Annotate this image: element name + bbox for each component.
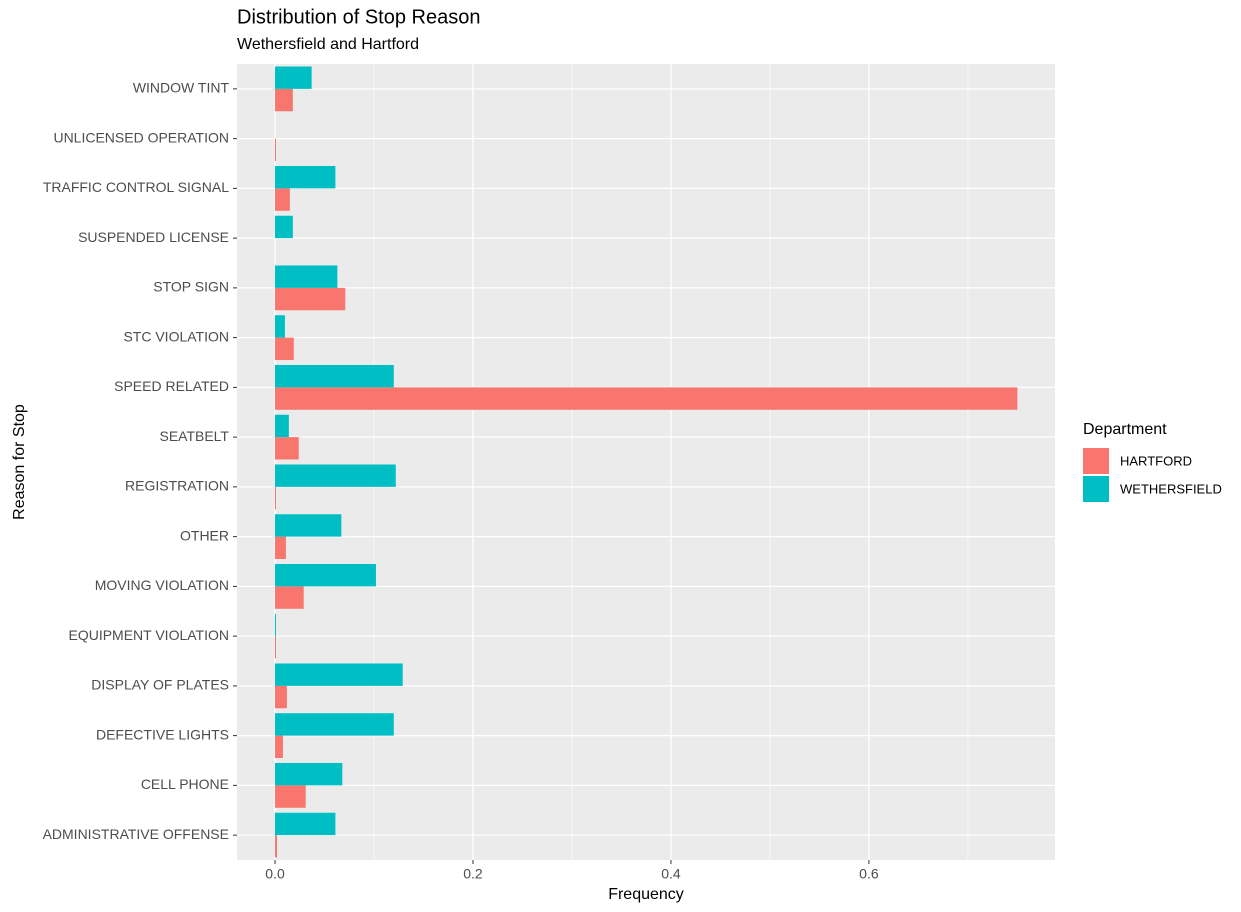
bar xyxy=(275,364,394,388)
bar xyxy=(275,685,287,709)
bar xyxy=(275,437,299,460)
y-tick-label: DEFECTIVE LIGHTS xyxy=(96,726,229,742)
y-tick-label: SPEED RELATED xyxy=(114,378,229,394)
bar xyxy=(275,514,342,537)
y-tick-label: DISPLAY OF PLATES xyxy=(91,677,229,693)
bar xyxy=(275,165,336,189)
legend-swatch xyxy=(1083,448,1109,474)
y-tick-label: OTHER xyxy=(180,527,229,543)
bar xyxy=(275,586,304,609)
x-tick-label: 0.6 xyxy=(859,866,879,882)
y-tick-label: SUSPENDED LICENSE xyxy=(78,229,229,245)
x-tick-label: 0.0 xyxy=(265,866,285,882)
bar xyxy=(275,835,277,858)
bar xyxy=(275,88,293,112)
bar xyxy=(275,735,283,759)
bar xyxy=(275,785,306,808)
bar xyxy=(275,713,394,736)
y-tick-label: EQUIPMENT VIOLATION xyxy=(68,627,229,643)
legend-label: HARTFORD xyxy=(1120,453,1192,468)
bar xyxy=(275,762,343,786)
bar xyxy=(275,66,312,89)
bar xyxy=(275,138,276,162)
y-tick-label: MOVING VIOLATION xyxy=(95,577,229,593)
bar xyxy=(275,464,396,487)
bar xyxy=(275,414,289,438)
bar xyxy=(275,265,338,288)
bar xyxy=(275,613,276,637)
bar xyxy=(275,636,276,659)
y-tick-label: WINDOW TINT xyxy=(133,80,230,96)
x-axis-title: Frequency xyxy=(608,886,684,903)
bar xyxy=(275,563,376,587)
chart-title: Distribution of Stop Reason xyxy=(237,6,480,28)
x-tick-label: 0.2 xyxy=(463,866,483,882)
bar xyxy=(275,337,294,361)
legend-label: WETHERSFIELD xyxy=(1120,481,1222,496)
bar xyxy=(275,663,403,686)
legend-swatch xyxy=(1083,476,1109,502)
bar xyxy=(275,536,286,560)
y-tick-label: UNLICENSED OPERATION xyxy=(53,129,229,145)
plot-panel xyxy=(237,64,1055,860)
y-tick-label: STC VIOLATION xyxy=(123,328,229,344)
y-tick-label: TRAFFIC CONTROL SIGNAL xyxy=(43,179,229,195)
bar xyxy=(275,287,346,311)
y-tick-label: STOP SIGN xyxy=(153,279,229,295)
legend-title: Department xyxy=(1083,421,1167,438)
y-tick-label: CELL PHONE xyxy=(141,776,229,792)
chart-subtitle: Wethersfield and Hartford xyxy=(237,36,419,53)
x-tick-label: 0.4 xyxy=(661,866,681,882)
bar xyxy=(275,315,285,338)
y-tick-label: ADMINISTRATIVE OFFENSE xyxy=(43,826,229,842)
bar xyxy=(275,387,1018,410)
y-tick-label: SEATBELT xyxy=(159,428,229,444)
bar xyxy=(275,215,293,239)
y-axis-title: Reason for Stop xyxy=(11,404,28,520)
bar xyxy=(275,188,290,211)
bar xyxy=(275,486,276,510)
y-tick-label: REGISTRATION xyxy=(125,478,229,494)
bar xyxy=(275,812,336,836)
